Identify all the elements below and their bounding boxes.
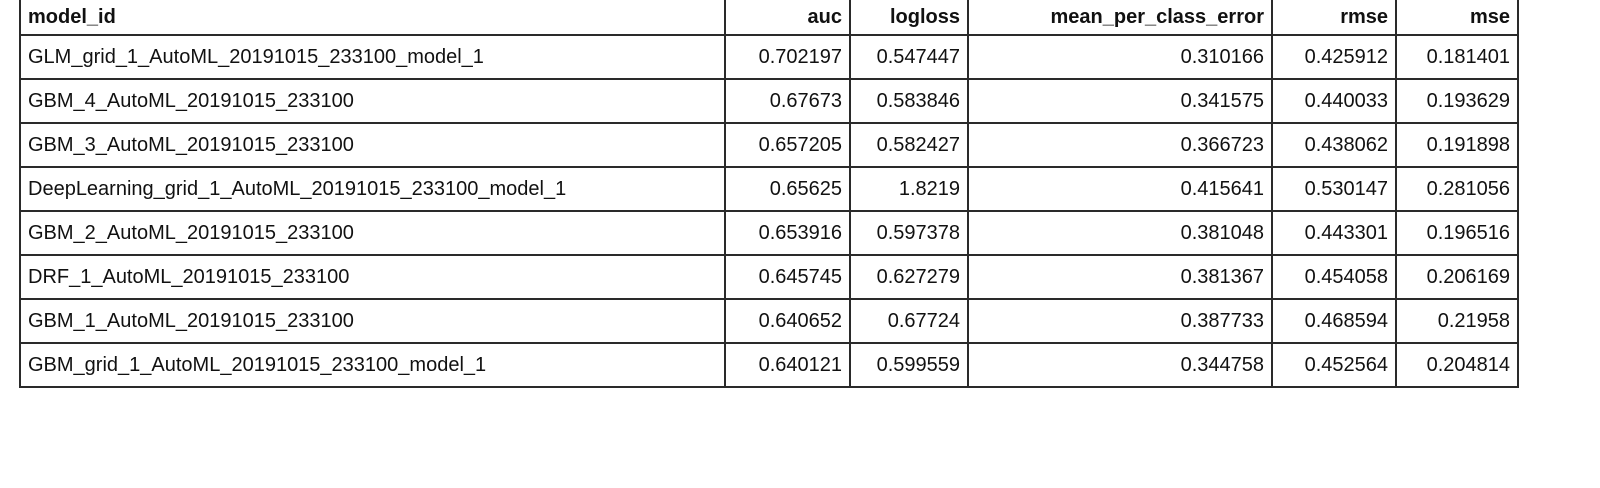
rmse-cell: 0.440033 <box>1271 78 1397 124</box>
auc-cell: 0.702197 <box>724 34 851 80</box>
leaderboard-table-container: model_id auc logloss mean_per_class_erro… <box>19 0 1521 488</box>
rmse-cell: 0.443301 <box>1271 210 1397 256</box>
mse-cell: 0.193629 <box>1395 78 1519 124</box>
mse-cell: 0.196516 <box>1395 210 1519 256</box>
model-id-cell: DeepLearning_grid_1_AutoML_20191015_2331… <box>19 166 726 212</box>
mean-per-class-error-cell: 0.344758 <box>967 342 1273 388</box>
mse-cell: 0.206169 <box>1395 254 1519 300</box>
table-row: GBM_1_AutoML_20191015_233100 0.640652 0.67… <box>19 298 1519 344</box>
auc-cell: 0.657205 <box>724 122 851 168</box>
mse-cell: 0.191898 <box>1395 122 1519 168</box>
model-id-cell: GBM_1_AutoML_20191015_233100 <box>19 298 726 344</box>
rmse-cell: 0.454058 <box>1271 254 1397 300</box>
mean-per-class-error-cell: 0.387733 <box>967 298 1273 344</box>
table-row: GBM_4_AutoML_20191015_233100 0.67673 0.583… <box>19 78 1519 124</box>
column-header-logloss: logloss <box>849 0 969 36</box>
column-header-mse: mse <box>1395 0 1519 36</box>
mean-per-class-error-cell: 0.310166 <box>967 34 1273 80</box>
auc-cell: 0.640121 <box>724 342 851 388</box>
model-id-cell: GBM_3_AutoML_20191015_233100 <box>19 122 726 168</box>
header-row: model_id auc logloss mean_per_class_erro… <box>19 0 1519 36</box>
table-row: DRF_1_AutoML_20191015_233100 0.645745 0.62… <box>19 254 1519 300</box>
mean-per-class-error-cell: 0.341575 <box>967 78 1273 124</box>
mean-per-class-error-cell: 0.381048 <box>967 210 1273 256</box>
logloss-cell: 0.582427 <box>849 122 969 168</box>
table-row: GLM_grid_1_AutoML_20191015_233100_model_… <box>19 34 1519 80</box>
mse-cell: 0.21958 <box>1395 298 1519 344</box>
table-row: GBM_2_AutoML_20191015_233100 0.653916 0.59… <box>19 210 1519 256</box>
auc-cell: 0.653916 <box>724 210 851 256</box>
rmse-cell: 0.530147 <box>1271 166 1397 212</box>
table-body: GLM_grid_1_AutoML_20191015_233100_model_… <box>19 34 1519 388</box>
mean-per-class-error-cell: 0.381367 <box>967 254 1273 300</box>
table-row: GBM_grid_1_AutoML_20191015_233100_model_… <box>19 342 1519 388</box>
auc-cell: 0.65625 <box>724 166 851 212</box>
table-row: DeepLearning_grid_1_AutoML_20191015_2331… <box>19 166 1519 212</box>
logloss-cell: 0.67724 <box>849 298 969 344</box>
model-id-cell: GLM_grid_1_AutoML_20191015_233100_model_… <box>19 34 726 80</box>
logloss-cell: 0.599559 <box>849 342 969 388</box>
table-row: GBM_3_AutoML_20191015_233100 0.657205 0.58… <box>19 122 1519 168</box>
auc-cell: 0.645745 <box>724 254 851 300</box>
logloss-cell: 0.583846 <box>849 78 969 124</box>
rmse-cell: 0.425912 <box>1271 34 1397 80</box>
mse-cell: 0.281056 <box>1395 166 1519 212</box>
column-header-auc: auc <box>724 0 851 36</box>
column-header-model-id: model_id <box>19 0 726 36</box>
rmse-cell: 0.468594 <box>1271 298 1397 344</box>
logloss-cell: 1.8219 <box>849 166 969 212</box>
column-header-rmse: rmse <box>1271 0 1397 36</box>
column-header-mean-per-class-error: mean_per_class_error <box>967 0 1273 36</box>
mean-per-class-error-cell: 0.415641 <box>967 166 1273 212</box>
mse-cell: 0.204814 <box>1395 342 1519 388</box>
mean-per-class-error-cell: 0.366723 <box>967 122 1273 168</box>
rmse-cell: 0.438062 <box>1271 122 1397 168</box>
logloss-cell: 0.627279 <box>849 254 969 300</box>
leaderboard-table: model_id auc logloss mean_per_class_erro… <box>19 0 1519 388</box>
auc-cell: 0.67673 <box>724 78 851 124</box>
rmse-cell: 0.452564 <box>1271 342 1397 388</box>
auc-cell: 0.640652 <box>724 298 851 344</box>
model-id-cell: GBM_4_AutoML_20191015_233100 <box>19 78 726 124</box>
logloss-cell: 0.547447 <box>849 34 969 80</box>
logloss-cell: 0.597378 <box>849 210 969 256</box>
model-id-cell: GBM_grid_1_AutoML_20191015_233100_model_… <box>19 342 726 388</box>
mse-cell: 0.181401 <box>1395 34 1519 80</box>
model-id-cell: GBM_2_AutoML_20191015_233100 <box>19 210 726 256</box>
model-id-cell: DRF_1_AutoML_20191015_233100 <box>19 254 726 300</box>
